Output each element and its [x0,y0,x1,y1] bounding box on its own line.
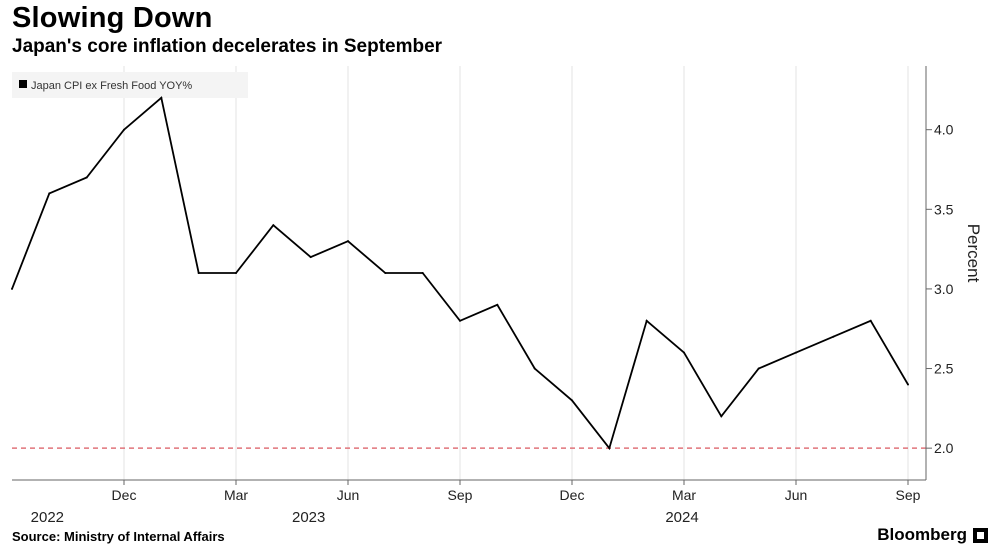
data-point [11,287,13,290]
data-point [85,176,88,179]
x-tick-label: Dec [112,487,137,503]
brand-name: Bloomberg [877,525,967,544]
data-point [459,319,461,322]
y-tick-label: 2.0 [934,440,954,456]
data-point [757,367,760,370]
x-year-label: 2022 [31,509,64,526]
x-tick-label: Sep [448,487,473,503]
data-point [235,272,237,274]
data-point [309,256,312,259]
x-tick-label: Mar [672,487,696,503]
data-point [869,319,872,322]
legend: Japan CPI ex Fresh Food YOY% [12,72,248,98]
data-point [421,272,424,274]
legend-box [12,72,248,98]
x-tick-label: Jun [337,487,360,503]
x-year-label: 2024 [665,509,698,526]
y-tick-label: 4.0 [934,122,954,138]
data-point [496,303,499,306]
x-tick-label: Dec [560,487,585,503]
brand-logo: Bloomberg [877,525,988,545]
data-point [272,224,275,227]
chart-title: Slowing Down [12,2,213,34]
y-tick-label: 2.5 [934,361,954,377]
data-point [384,272,387,274]
x-tick-label: Mar [224,487,248,503]
legend-swatch [19,80,27,88]
data-point [571,399,573,402]
data-point [48,192,51,195]
data-point [197,272,200,274]
data-point [720,415,723,418]
y-axis-label: Percent [964,224,983,283]
series-group [11,96,909,451]
grid-lines [123,66,909,480]
data-point [832,335,835,338]
axes: 2.0 2.5 3.0 3.5 4.0 Percent Dec Mar Jun Sep Dec Mar… [12,66,983,526]
data-point [347,240,349,243]
chart-subtitle: Japan's core inflation decelerates in Se… [12,36,443,57]
x-tick-label: Sep [896,487,921,503]
x-year-label: 2023 [292,509,325,526]
data-point [160,96,163,99]
data-point [795,351,797,354]
source-note: Source: Ministry of Internal Affairs [12,529,225,544]
data-point [683,351,685,354]
x-tick-label: Jun [785,487,808,503]
y-tick-label: 3.5 [934,201,954,217]
data-point [123,128,125,131]
data-point [907,383,909,386]
legend-label: Japan CPI ex Fresh Food YOY% [31,80,192,92]
y-tick-label: 3.0 [934,281,954,297]
data-point [533,367,536,370]
data-point [645,319,648,322]
bloomberg-terminal-icon [973,527,988,543]
data-point [608,447,611,450]
